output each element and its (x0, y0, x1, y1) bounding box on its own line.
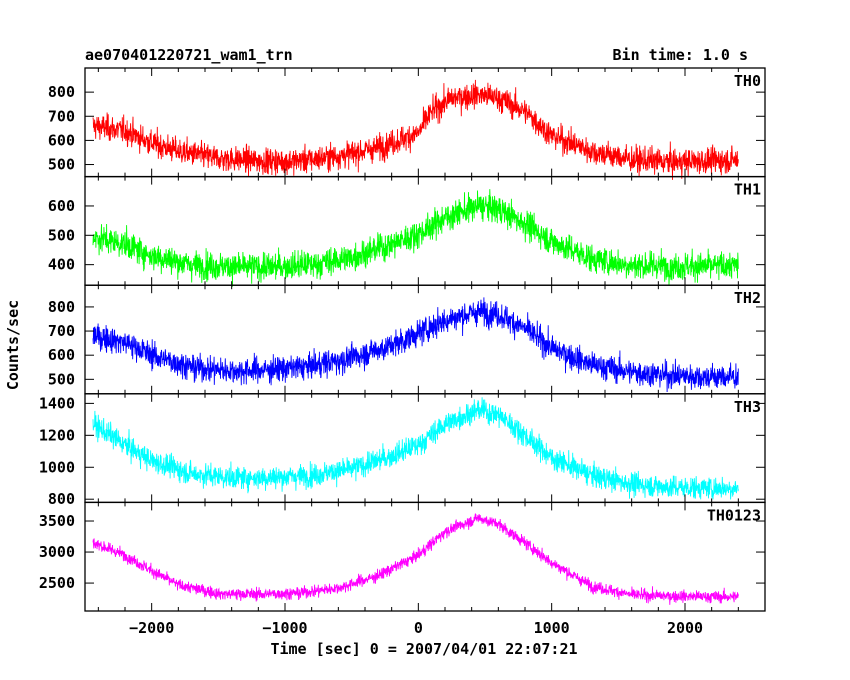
series-th1 (92, 189, 739, 287)
x-tick-label: −1000 (262, 619, 307, 637)
panel-th2: 500 600 700 800 TH2 (48, 284, 766, 395)
y-tick-label: 3000 (39, 543, 75, 561)
series-th0123 (92, 513, 739, 605)
panel-label: TH0 (734, 72, 761, 90)
y-tick-label: 500 (48, 156, 75, 174)
series-th0 (92, 79, 739, 180)
y-tick-label: 1200 (39, 426, 75, 444)
x-tick-label: 2000 (667, 619, 703, 637)
y-tick-label: 500 (48, 226, 75, 244)
y-tick-label: 600 (48, 346, 75, 364)
panel-frame (84, 501, 766, 612)
y-tick-label: 600 (48, 131, 75, 149)
y-tick-label: 1400 (39, 394, 75, 412)
panel-label: TH3 (734, 398, 761, 416)
y-axis-label: Counts/sec (4, 300, 22, 390)
y-tick-label: 2500 (39, 574, 75, 592)
y-tick-label: 700 (48, 107, 75, 125)
panel-th0: 500 600 700 800 TH0 (48, 67, 766, 180)
y-tick-label: 400 (48, 256, 75, 274)
chart-title: ae070401220721_wam1_trn (85, 46, 293, 64)
panel-th3: 800 1000 1200 1400 TH3 (39, 393, 766, 508)
x-tick-label: 0 (414, 619, 423, 637)
x-tick-label: 1000 (534, 619, 570, 637)
y-tick-label: 700 (48, 322, 75, 340)
bin-time-label: Bin time: 1.0 s (613, 46, 748, 64)
y-tick-label: 3500 (39, 512, 75, 530)
series-th3 (92, 397, 739, 500)
series-th2 (92, 297, 739, 393)
panel-label: TH2 (734, 289, 761, 307)
y-tick-label: 800 (48, 83, 75, 101)
panel-label: TH1 (734, 181, 761, 199)
x-axis-label: Time [sec] 0 = 2007/04/01 22:07:21 (270, 640, 577, 658)
y-tick-label: 1000 (39, 458, 75, 476)
panel-th0123: 2500 3000 3500 TH0123 (39, 501, 766, 612)
panels-group: 500 600 700 800 TH0 400 500 600 TH1 500 600 700 800 T… (39, 67, 766, 637)
panel-th1: 400 500 600 TH1 (48, 175, 766, 287)
y-tick-label: 800 (48, 490, 75, 508)
x-tick-label: −2000 (129, 619, 174, 637)
panel-label: TH0123 (707, 506, 761, 524)
y-tick-label: 800 (48, 298, 75, 316)
y-tick-label: 600 (48, 197, 75, 215)
y-tick-label: 500 (48, 370, 75, 388)
